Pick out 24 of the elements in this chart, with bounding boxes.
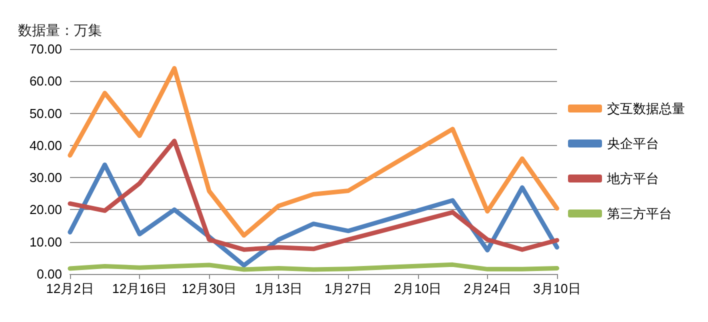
y-tick-label: 70.00 xyxy=(29,42,62,56)
x-tick-label: 2月24日 xyxy=(464,281,512,296)
x-tick-label: 1月13日 xyxy=(254,281,303,296)
y-axis-title: 数据量：万集 xyxy=(18,22,102,38)
line-series xyxy=(68,66,560,238)
y-tick-label: 60.00 xyxy=(29,74,62,89)
legend-label: 第三方平台 xyxy=(607,206,672,221)
legend-label: 央企平台 xyxy=(607,136,659,151)
x-tick-label: 12月2日 xyxy=(46,281,94,296)
y-tick-label: 40.00 xyxy=(29,138,62,153)
y-tick-label: 20.00 xyxy=(29,202,62,218)
y-tick-label: 30.00 xyxy=(29,170,62,186)
y-tick-label: 10.00 xyxy=(29,234,62,250)
x-tick-label: 3月10日 xyxy=(533,281,581,296)
line-series xyxy=(68,162,560,268)
line-series xyxy=(68,138,560,252)
legend-label: 地方平台 xyxy=(606,171,659,186)
x-tick-label: 12月16日 xyxy=(112,281,168,296)
y-tick-label: 0.00 xyxy=(36,266,62,282)
x-tick-label: 12月30日 xyxy=(182,281,237,296)
x-tick-label: 1月27日 xyxy=(324,281,372,296)
y-tick-label: 50.00 xyxy=(29,106,62,121)
x-tick-label: 2月10日 xyxy=(394,281,442,296)
legend-label: 交互数据总量 xyxy=(607,101,685,116)
